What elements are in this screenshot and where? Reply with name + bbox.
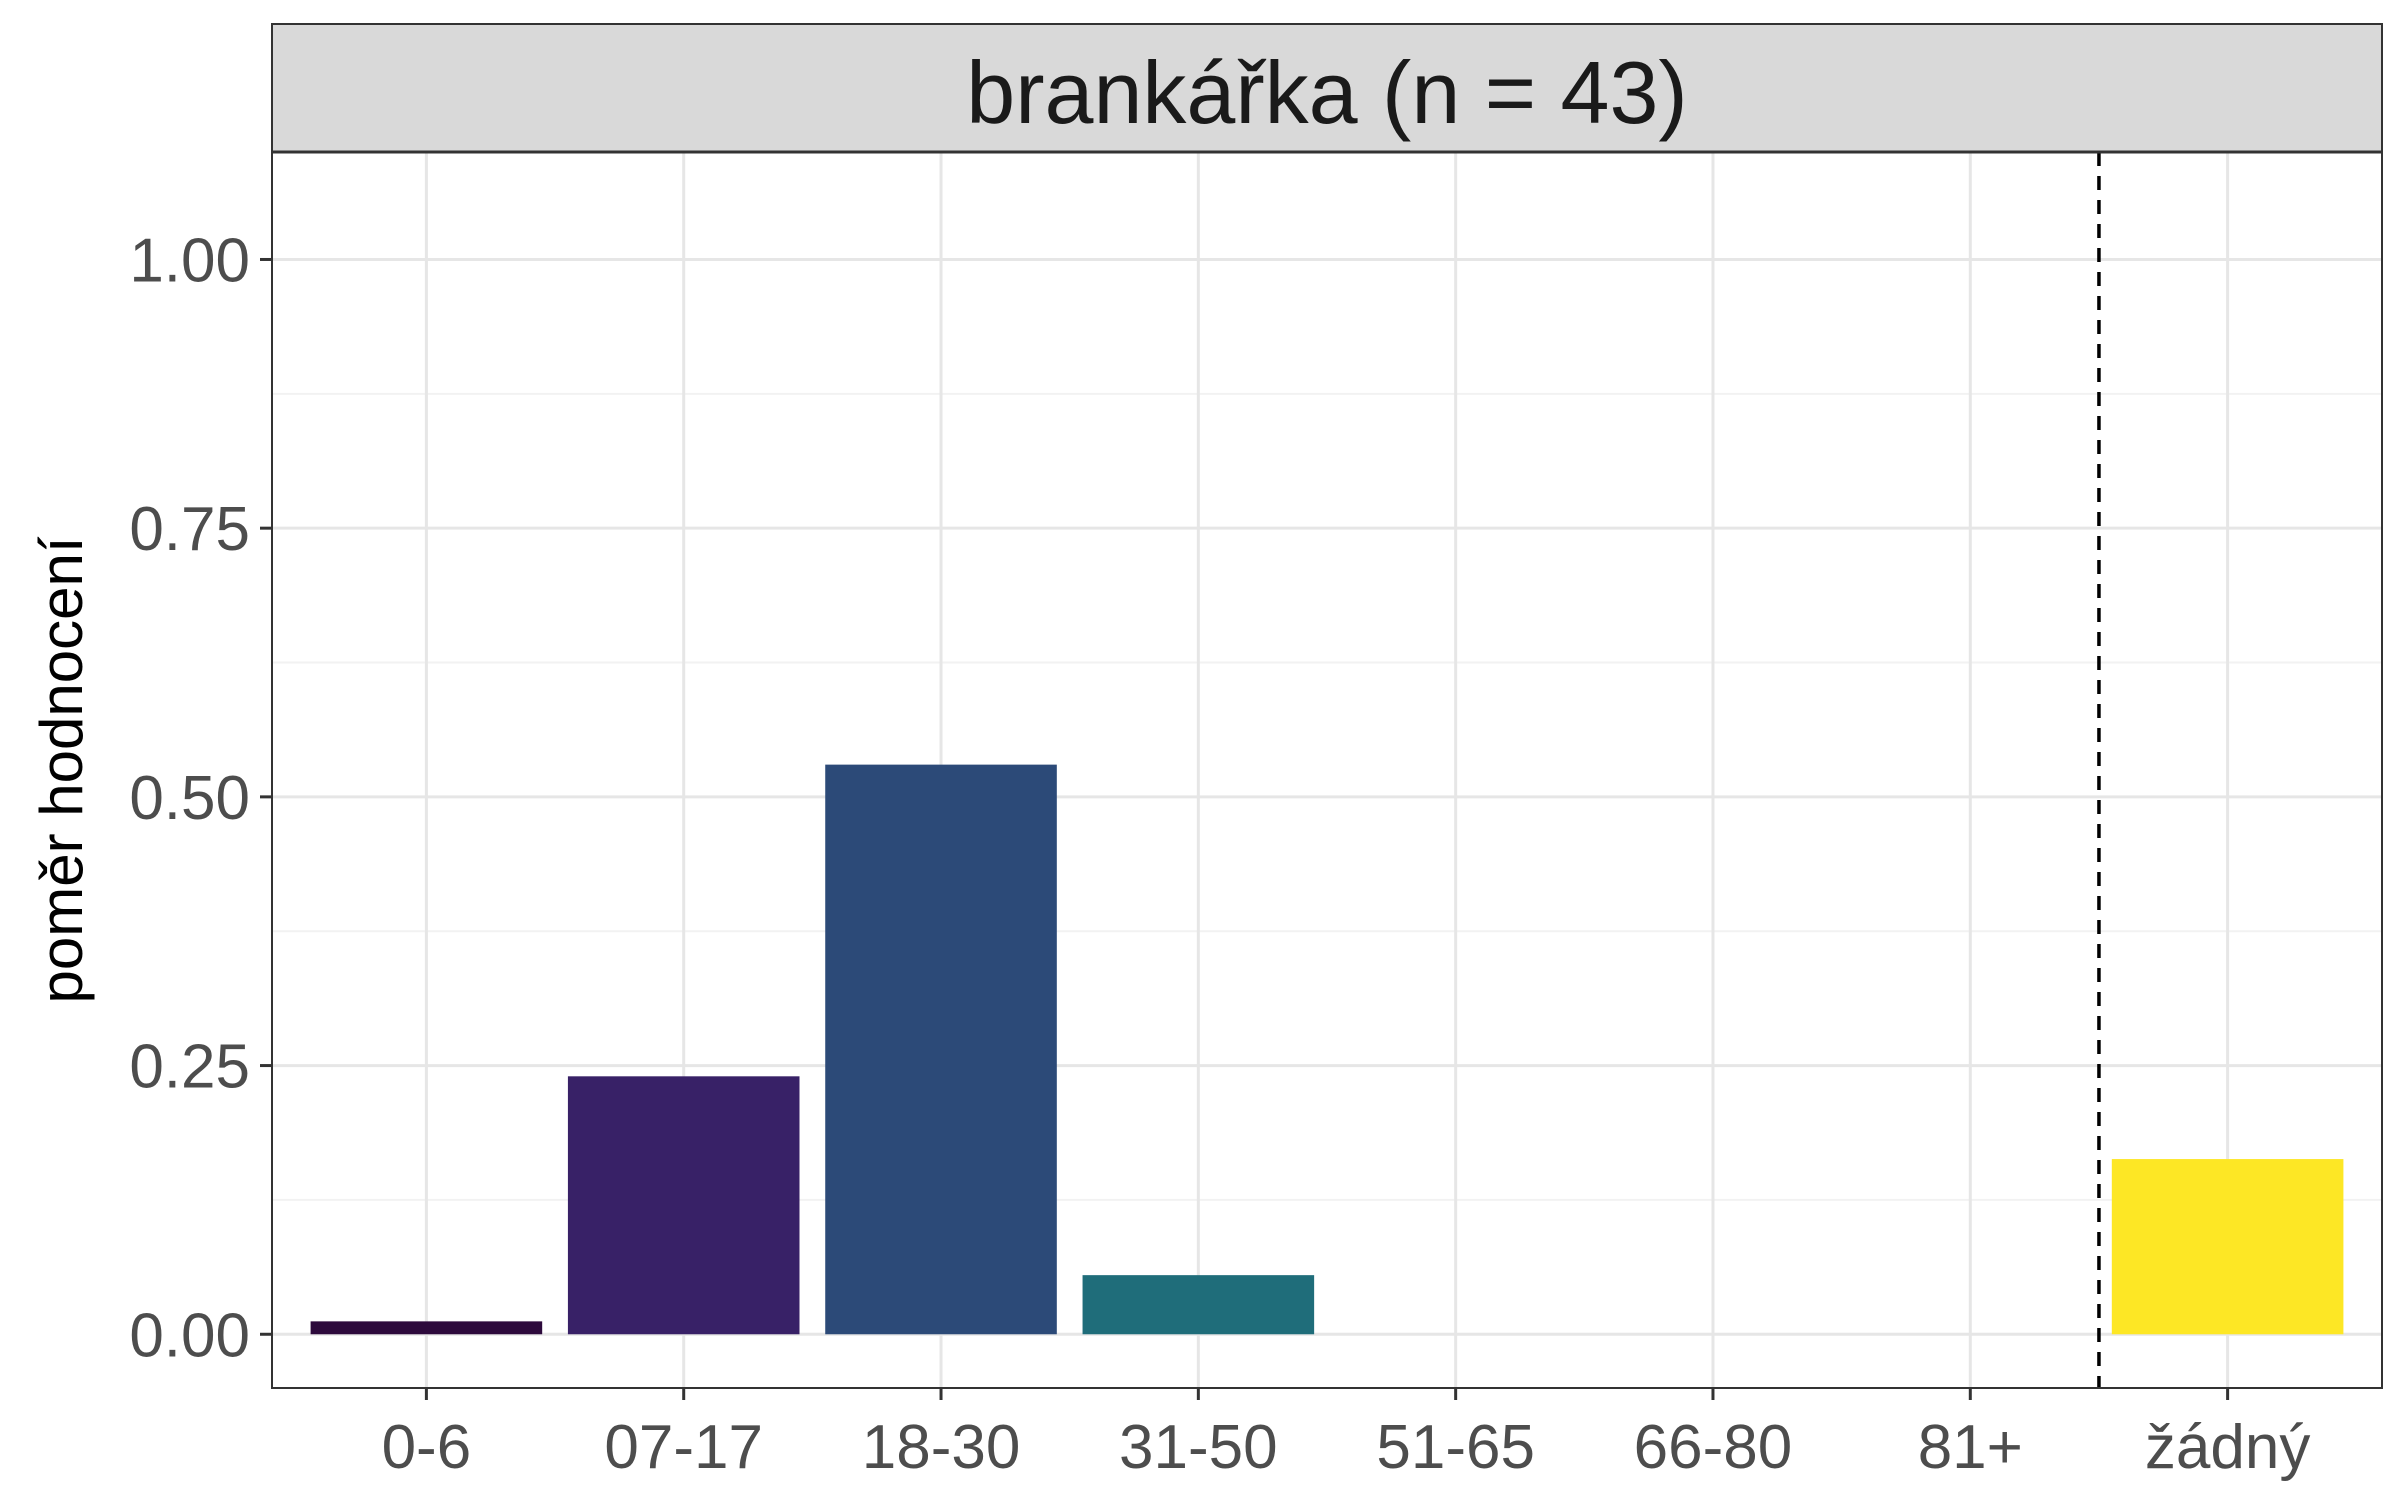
- y-axis: 0.00 0.25 0.50 0.75 1.00: [129, 226, 272, 1370]
- bar-žádný: [2111, 1159, 2344, 1335]
- x-tick-label: 0-6: [382, 1413, 472, 1482]
- x-axis: 0-6 07-17 18-30 31-50 51-65 66-80 81+ žádný: [382, 1388, 2310, 1482]
- bars: [310, 764, 2344, 1335]
- y-tick-label: 0.00: [129, 1301, 250, 1370]
- bar-18-30: [825, 764, 1057, 1335]
- x-tick-label: 66-80: [1634, 1413, 1793, 1482]
- y-tick-label: 0.25: [129, 1033, 250, 1102]
- y-tick-label: 1.00: [129, 226, 250, 295]
- bar-31-50: [1082, 1275, 1315, 1335]
- bar-07-17: [567, 1076, 800, 1335]
- panel-border: [271, 23, 2383, 1389]
- x-tick-label: 31-50: [1119, 1413, 1278, 1482]
- x-tick-label: 18-30: [862, 1413, 1021, 1482]
- bar-0-6: [310, 1321, 543, 1335]
- x-tick-label: 07-17: [604, 1413, 763, 1482]
- x-tick-label: 51-65: [1376, 1413, 1535, 1482]
- y-tick-label: 0.75: [129, 495, 250, 564]
- x-tick-label: 81+: [1918, 1413, 2023, 1482]
- y-axis-title: poměr hodnocení: [28, 536, 95, 1003]
- y-tick-label: 0.50: [129, 764, 250, 833]
- x-tick-label: žádný: [2145, 1413, 2310, 1482]
- facet-strip: [271, 23, 2383, 153]
- grid-minor: [272, 392, 2382, 1201]
- facet-strip-title: brankářka (n = 43): [966, 43, 1688, 142]
